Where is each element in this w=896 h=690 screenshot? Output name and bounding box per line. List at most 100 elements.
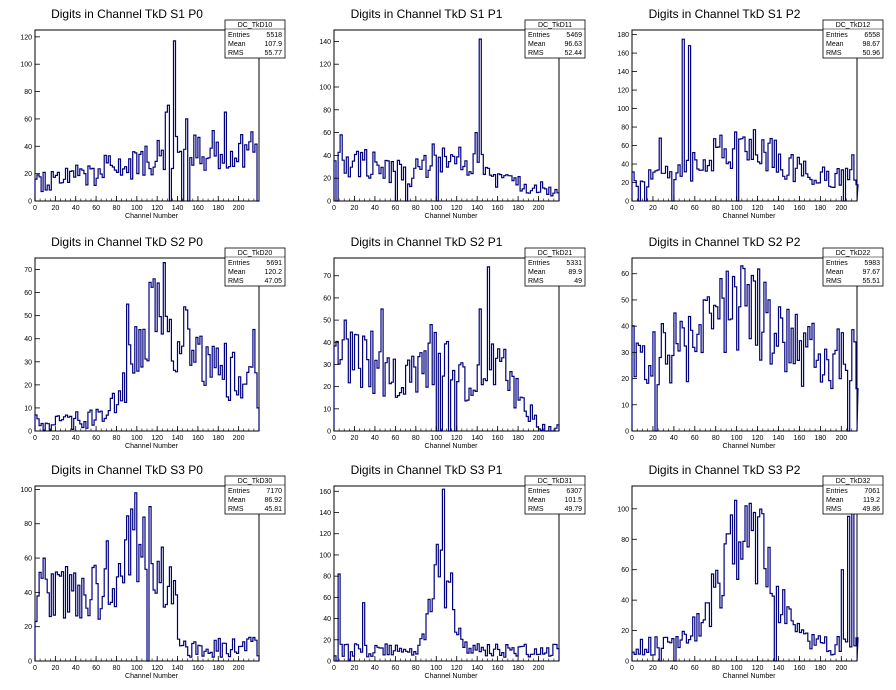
y-tick-label: 120 [319,62,331,69]
stats-label: Mean [228,41,246,48]
y-tick-label: 30 [24,359,32,366]
x-tick-label: 160 [492,435,504,442]
x-tick-label: 40 [371,665,379,672]
x-tick-label: 180 [512,435,524,442]
stats-label: Mean [228,269,246,276]
chart-title: Digits in Channel TkD S2 P1 [351,235,503,249]
histogram-panel-6: Digits in Channel TkD S2 P20 20 40 60 80 100 1… [621,235,884,450]
stats-label: Mean [826,269,844,276]
x-tick-label: 200 [233,435,245,442]
y-tick-label: 40 [621,324,629,331]
y-tick-label: 50 [621,297,629,304]
y-tick-label: 160 [617,51,629,58]
x-tick-label: 140 [773,205,785,212]
y-tick-label: 40 [323,153,331,160]
x-tick-label: 60 [391,205,399,212]
stats-label: Entries [528,488,550,495]
x-axis-label: Channel Number [125,213,179,220]
x-tick-label: 0 [33,205,37,212]
y-tick-label: 0 [28,659,32,666]
stats-value: 120.2 [264,269,282,276]
x-axis-label: Channel Number [723,673,777,680]
y-tick-label: 20 [323,637,331,644]
y-tick-label: 40 [621,598,629,605]
y-tick-label: 40 [24,336,32,343]
x-tick-label: 180 [815,435,827,442]
x-axis-label: Channel Number [723,443,777,450]
stats-value: 5983 [864,260,880,267]
x-tick-label: 160 [794,435,806,442]
x-tick-label: 180 [815,205,827,212]
x-tick-label: 160 [192,435,204,442]
stats-name: DC_TkD11 [538,22,572,29]
y-tick-label: 0 [28,199,32,206]
y-tick-label: 100 [20,62,32,69]
x-tick-label: 160 [794,665,806,672]
stats-name: DC_TkD21 [538,250,573,257]
histogram-series [333,488,560,662]
chart-title: Digits in Channel TkD S1 P1 [351,7,503,21]
stats-label: Entries [826,488,848,495]
y-tick-label: 0 [625,659,629,666]
y-tick-label: 120 [319,531,331,538]
x-tick-label: 40 [371,205,379,212]
y-tick-label: 50 [323,318,331,325]
x-tick-label: 20 [351,665,359,672]
stats-value: 6558 [864,32,880,39]
x-tick-label: 100 [731,665,743,672]
x-tick-label: 100 [430,665,442,672]
y-tick-label: 60 [621,143,629,150]
stats-value: 49.86 [862,506,880,513]
x-tick-label: 60 [391,435,399,442]
x-tick-label: 60 [92,665,100,672]
x-tick-label: 60 [391,665,399,672]
x-tick-label: 200 [835,665,847,672]
x-tick-label: 120 [151,205,163,212]
stats-label: Entries [528,260,550,267]
histogram-series [34,40,259,202]
stats-box: DC_TkD20 Entries 5691 Mean 120.2 RMS 47.05 [224,247,286,287]
x-tick-label: 0 [630,665,634,672]
y-tick-label: 60 [323,295,331,302]
stats-label: Entries [826,32,848,39]
x-tick-label: 180 [512,665,524,672]
x-tick-label: 20 [649,665,657,672]
x-tick-label: 200 [233,205,245,212]
stats-label: Mean [528,41,546,48]
y-tick-label: 20 [24,382,32,389]
stats-label: Entries [228,488,250,495]
x-tick-label: 120 [752,435,764,442]
x-tick-label: 0 [630,205,634,212]
x-tick-label: 200 [533,205,545,212]
stats-box-frame [524,475,586,515]
stats-value: 5518 [266,32,282,39]
stats-value: 55.77 [264,50,282,57]
stats-value: 52.44 [564,50,582,57]
x-tick-label: 120 [451,665,463,672]
x-tick-label: 120 [151,665,163,672]
stats-label: Entries [228,32,250,39]
stats-value: 49 [574,278,582,285]
stats-value: 50.96 [862,50,880,57]
stats-box-frame [224,19,286,59]
x-tick-label: 120 [451,435,463,442]
stats-label: RMS [826,50,842,57]
x-tick-label: 80 [412,665,420,672]
y-tick-label: 0 [327,659,331,666]
stats-box: DC_TkD32 Entries 7061 Mean 119.2 RMS 49.86 [822,475,884,515]
y-tick-label: 50 [24,313,32,320]
histogram-series [333,38,560,202]
stats-box-frame [822,19,884,59]
stats-box: DC_TkD12 Entries 6558 Mean 98.67 RMS 50.96 [822,19,884,59]
histogram-panel-4: Digits in Channel TkD S2 P00 20 40 60 80 100 1… [24,235,286,450]
x-tick-label: 180 [212,205,224,212]
x-tick-label: 60 [691,665,699,672]
histogram-series [333,266,560,432]
y-tick-label: 20 [621,180,629,187]
x-tick-label: 80 [712,435,720,442]
histogram-series [34,262,260,431]
stats-label: Mean [528,269,546,276]
y-tick-label: 80 [323,574,331,581]
chart-title: Digits in Channel TkD S2 P0 [51,235,203,249]
